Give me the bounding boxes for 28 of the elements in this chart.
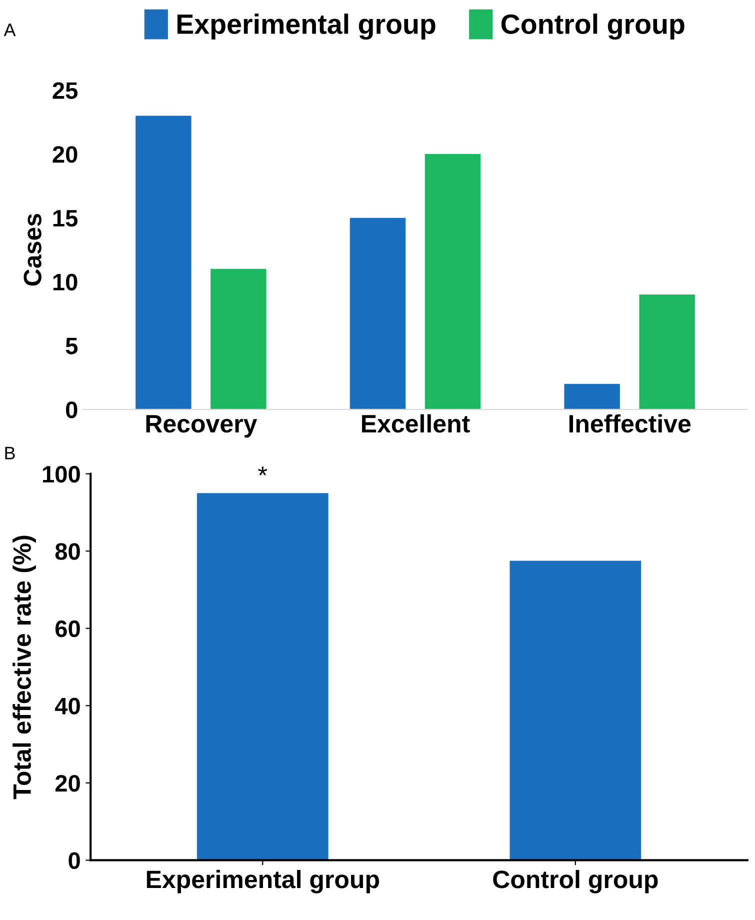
y-tick-label: 5	[66, 338, 78, 354]
legend-label: Control group	[501, 14, 684, 40]
y-tick-label: 0	[66, 401, 78, 418]
text: B	[5, 446, 15, 460]
y-tick-label: 15	[53, 210, 78, 227]
legend-label: Experimental group	[177, 14, 436, 40]
y-tick-label: 25	[52, 82, 78, 99]
y-tick-label: 100	[42, 466, 80, 483]
bar	[564, 384, 620, 410]
y-tick-label: 40	[54, 698, 80, 714]
y-tick-label: 20	[55, 774, 80, 792]
text: A	[4, 24, 16, 36]
x-tick-label: Excellent	[362, 414, 470, 433]
bar	[350, 218, 406, 410]
y-tick-label: 0	[68, 852, 80, 869]
bar	[210, 268, 266, 410]
y-tick-label: 20	[52, 146, 78, 163]
y-tick-label: 60	[55, 620, 80, 638]
x-tick-label: Ineffective	[569, 414, 691, 433]
y-axis-title: Cases	[24, 214, 42, 286]
bar	[424, 154, 481, 410]
y-tick-label: 80	[55, 543, 80, 560]
x-tick-label: Recovery	[146, 415, 258, 438]
y-axis-title: Total effective rate (%)	[12, 536, 36, 800]
annotation: *	[258, 466, 268, 476]
bar	[136, 116, 192, 410]
bar	[639, 294, 695, 410]
y-tick-label: 10	[53, 274, 78, 290]
